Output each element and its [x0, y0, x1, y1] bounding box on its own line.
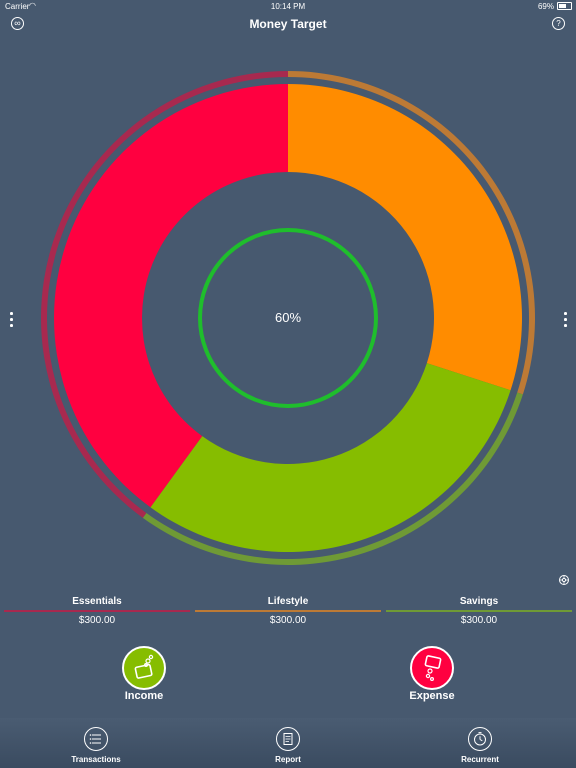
tab-label: Transactions — [71, 755, 121, 764]
carrier-label: Carrier — [5, 2, 30, 11]
donut-segment-essentials[interactable] — [54, 84, 288, 508]
target-progress-ring — [198, 228, 378, 408]
tab-label: Recurrent — [461, 755, 499, 764]
left-kebab-icon[interactable] — [8, 311, 14, 329]
battery-percent: 69% — [537, 2, 554, 11]
tab-bar: Transactions Report Recurrent — [0, 718, 576, 768]
right-kebab-icon[interactable] — [562, 311, 568, 329]
category-savings[interactable]: Savings $300.00 — [386, 596, 572, 626]
category-amount: $300.00 — [78, 615, 116, 626]
category-name: Lifestyle — [267, 596, 309, 607]
category-essentials[interactable]: Essentials $300.00 — [4, 596, 190, 626]
clock-icon — [468, 727, 492, 751]
tab-report[interactable]: Report — [243, 718, 333, 768]
category-amount: $300.00 — [460, 615, 498, 626]
category-lifestyle[interactable]: Lifestyle $300.00 — [195, 596, 381, 626]
target-percent: 60% — [274, 310, 302, 325]
battery-icon — [557, 2, 572, 10]
wallet-in-icon — [134, 654, 154, 679]
donut-segments — [54, 84, 522, 552]
report-icon — [276, 727, 300, 751]
donut-segment-savings[interactable] — [150, 363, 511, 552]
donut-segment-lifestyle[interactable] — [288, 84, 522, 391]
tab-recurrent[interactable]: Recurrent — [435, 718, 525, 768]
category-amount: $300.00 — [269, 615, 307, 626]
page-title: Money Target — [249, 17, 327, 31]
list-icon — [84, 727, 108, 751]
tab-label: Report — [275, 755, 301, 764]
income-label: Income — [124, 690, 164, 702]
category-color-line — [4, 610, 190, 612]
status-time: 10:14 PM — [270, 2, 306, 11]
help-icon[interactable]: ? — [552, 17, 565, 30]
money-target-donut — [40, 71, 535, 566]
wallet-out-icon — [424, 655, 442, 682]
category-name: Essentials — [72, 596, 122, 607]
wifi-icon: ◠ — [29, 1, 36, 10]
nav-bar: ∞ Money Target ? — [0, 12, 576, 36]
expense-label: Expense — [409, 690, 455, 702]
gear-icon[interactable] — [558, 574, 570, 586]
income-button[interactable] — [122, 646, 166, 690]
category-name: Savings — [459, 596, 499, 607]
category-color-line — [386, 610, 572, 612]
tab-transactions[interactable]: Transactions — [51, 718, 141, 768]
category-color-line — [195, 610, 381, 612]
infinity-icon[interactable]: ∞ — [11, 17, 24, 30]
status-bar: Carrier ◠ 10:14 PM 69% — [0, 0, 576, 12]
expense-button[interactable] — [410, 646, 454, 690]
